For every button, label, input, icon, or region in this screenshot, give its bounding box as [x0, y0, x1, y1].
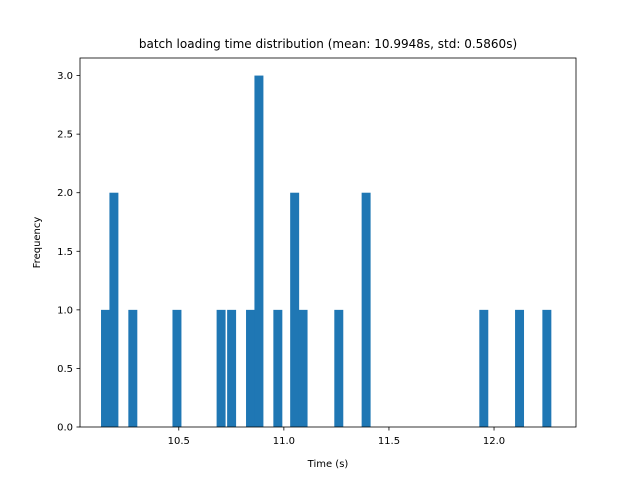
histogram-bar-13	[479, 309, 489, 427]
histogram-bar-11	[334, 309, 344, 427]
y-tick-label: 1.5	[57, 247, 73, 258]
y-tick-label: 2.0	[57, 188, 73, 199]
x-tick-label: 11.5	[378, 436, 400, 447]
x-tick-label: 10.5	[168, 436, 190, 447]
histogram-bar-1	[109, 192, 119, 427]
y-tick-label: 3.0	[57, 71, 73, 82]
x-tick-label: 12.0	[483, 436, 505, 447]
histogram-bar-10	[298, 309, 308, 427]
histogram-bar-2	[128, 309, 138, 427]
histogram-bar-6	[246, 309, 255, 427]
x-axis-ticks: 10.5 11.0 11.5 12.0	[168, 427, 505, 447]
histogram-bar-4	[216, 309, 226, 427]
x-axis-label: Time (s)	[307, 459, 349, 470]
histogram-bar-15	[542, 309, 552, 427]
chart-title: batch loading time distribution (mean: 1…	[139, 37, 517, 51]
histogram-bar-3	[172, 309, 182, 427]
histogram-bar-8	[273, 309, 283, 427]
plot-frame	[79, 57, 577, 428]
y-tick-label: 0.5	[57, 364, 73, 375]
y-axis-ticks: 0.0 0.5 1.0 1.5 2.0 2.5 3.0	[57, 71, 80, 434]
bars-group	[101, 75, 552, 427]
histogram-bar-9	[290, 192, 300, 427]
y-tick-label: 2.5	[57, 130, 73, 141]
histogram-bar-12	[361, 192, 371, 427]
y-axis-label: Frequency	[32, 217, 43, 269]
histogram-bar-0	[101, 309, 110, 427]
x-tick-label: 11.0	[273, 436, 295, 447]
histogram-bar-5	[227, 309, 237, 427]
y-tick-label: 1.0	[57, 305, 73, 316]
histogram-bar-7	[254, 75, 264, 427]
y-tick-label: 0.0	[57, 423, 73, 434]
histogram-bar-14	[515, 309, 525, 427]
